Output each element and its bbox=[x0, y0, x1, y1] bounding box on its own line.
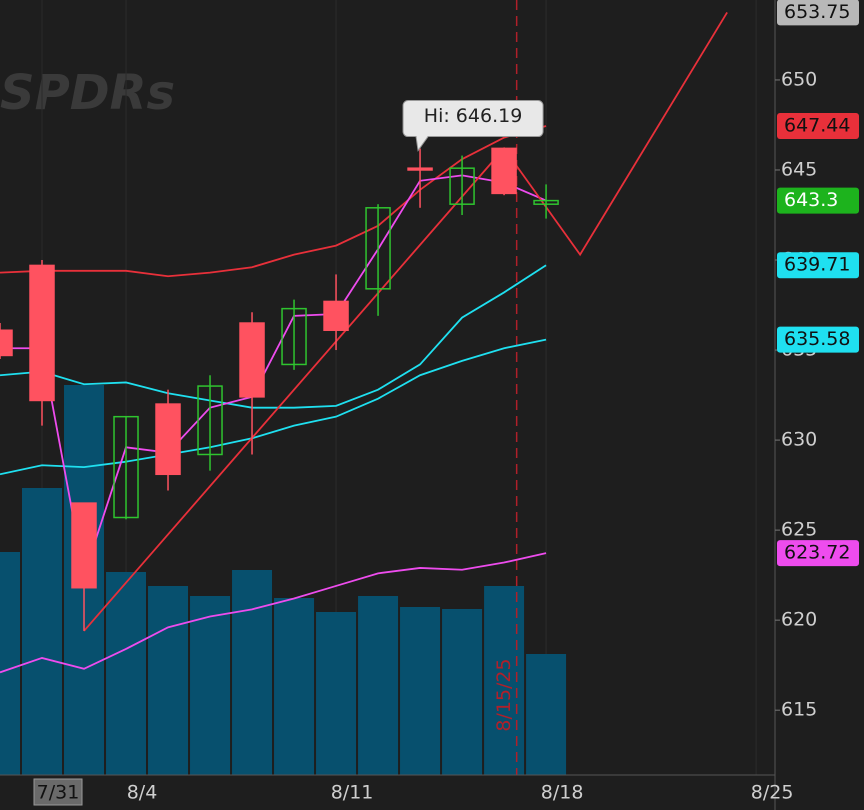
price-label-text: 639.71 bbox=[784, 254, 850, 276]
price-label-text: 635.58 bbox=[784, 328, 850, 350]
price-label bbox=[777, 113, 859, 140]
volume-bar bbox=[358, 596, 399, 775]
x-tick-label: 8/25 bbox=[751, 782, 794, 804]
candle-body bbox=[281, 307, 307, 366]
volume-bar bbox=[400, 607, 441, 775]
y-tick-label: 645 bbox=[781, 158, 817, 180]
indicator-line bbox=[0, 264, 547, 409]
volume-bar bbox=[526, 654, 567, 775]
candle-body bbox=[29, 264, 55, 402]
x-tick-label: 7/31 bbox=[37, 782, 80, 804]
volume-bar bbox=[316, 612, 357, 775]
indicator-line bbox=[0, 338, 547, 476]
candle-body bbox=[0, 329, 13, 357]
y-tick-label: 615 bbox=[781, 699, 817, 721]
y-tick-label: 650 bbox=[781, 68, 817, 90]
indicator-line bbox=[0, 125, 547, 278]
volume-bar bbox=[190, 596, 231, 775]
candle-body bbox=[155, 403, 181, 476]
watermark: SPDRs bbox=[0, 65, 175, 121]
candle-body bbox=[239, 322, 265, 398]
volume-bar bbox=[232, 570, 273, 775]
candle-body bbox=[197, 385, 223, 456]
candle-body bbox=[491, 147, 517, 195]
volume-bar bbox=[274, 598, 315, 775]
price-label bbox=[777, 0, 859, 26]
price-label bbox=[777, 326, 859, 353]
last-price-label-text: 643.3 bbox=[784, 189, 838, 211]
plot-area bbox=[0, 0, 757, 775]
annotation-text: Hi: 646.19 bbox=[424, 105, 523, 127]
price-label bbox=[777, 252, 859, 279]
x-tick-label: 8/18 bbox=[541, 782, 584, 804]
candle-body bbox=[323, 300, 349, 331]
indicator-line bbox=[83, 11, 728, 632]
candle-body bbox=[365, 207, 391, 290]
price-label-text: 653.75 bbox=[784, 1, 850, 23]
price-label-text: 623.72 bbox=[784, 542, 850, 564]
candle-body bbox=[71, 502, 97, 589]
price-label-text: 647.44 bbox=[784, 115, 850, 137]
annotation-bubble bbox=[402, 100, 544, 152]
candle-body bbox=[533, 199, 559, 205]
candle-body bbox=[449, 167, 475, 205]
volume-bar bbox=[148, 586, 189, 775]
y-tick-label: 625 bbox=[781, 519, 817, 541]
price-label bbox=[777, 540, 859, 567]
indicator-line bbox=[0, 552, 547, 674]
volume-bar bbox=[442, 609, 483, 775]
volume-bar bbox=[106, 572, 147, 775]
volume-bar bbox=[0, 552, 21, 775]
candle-body bbox=[407, 167, 433, 171]
last-price-label bbox=[777, 187, 859, 214]
y-tick-label: 630 bbox=[781, 429, 817, 451]
x-tick-label: 8/11 bbox=[331, 782, 374, 804]
x-tick-highlight bbox=[33, 778, 83, 806]
y-tick-label: 620 bbox=[781, 609, 817, 631]
volume-bar bbox=[22, 488, 63, 775]
expiration-label: 8/15/25 bbox=[493, 658, 515, 731]
x-tick-label: 8/4 bbox=[127, 782, 158, 804]
candle-body bbox=[113, 415, 139, 519]
